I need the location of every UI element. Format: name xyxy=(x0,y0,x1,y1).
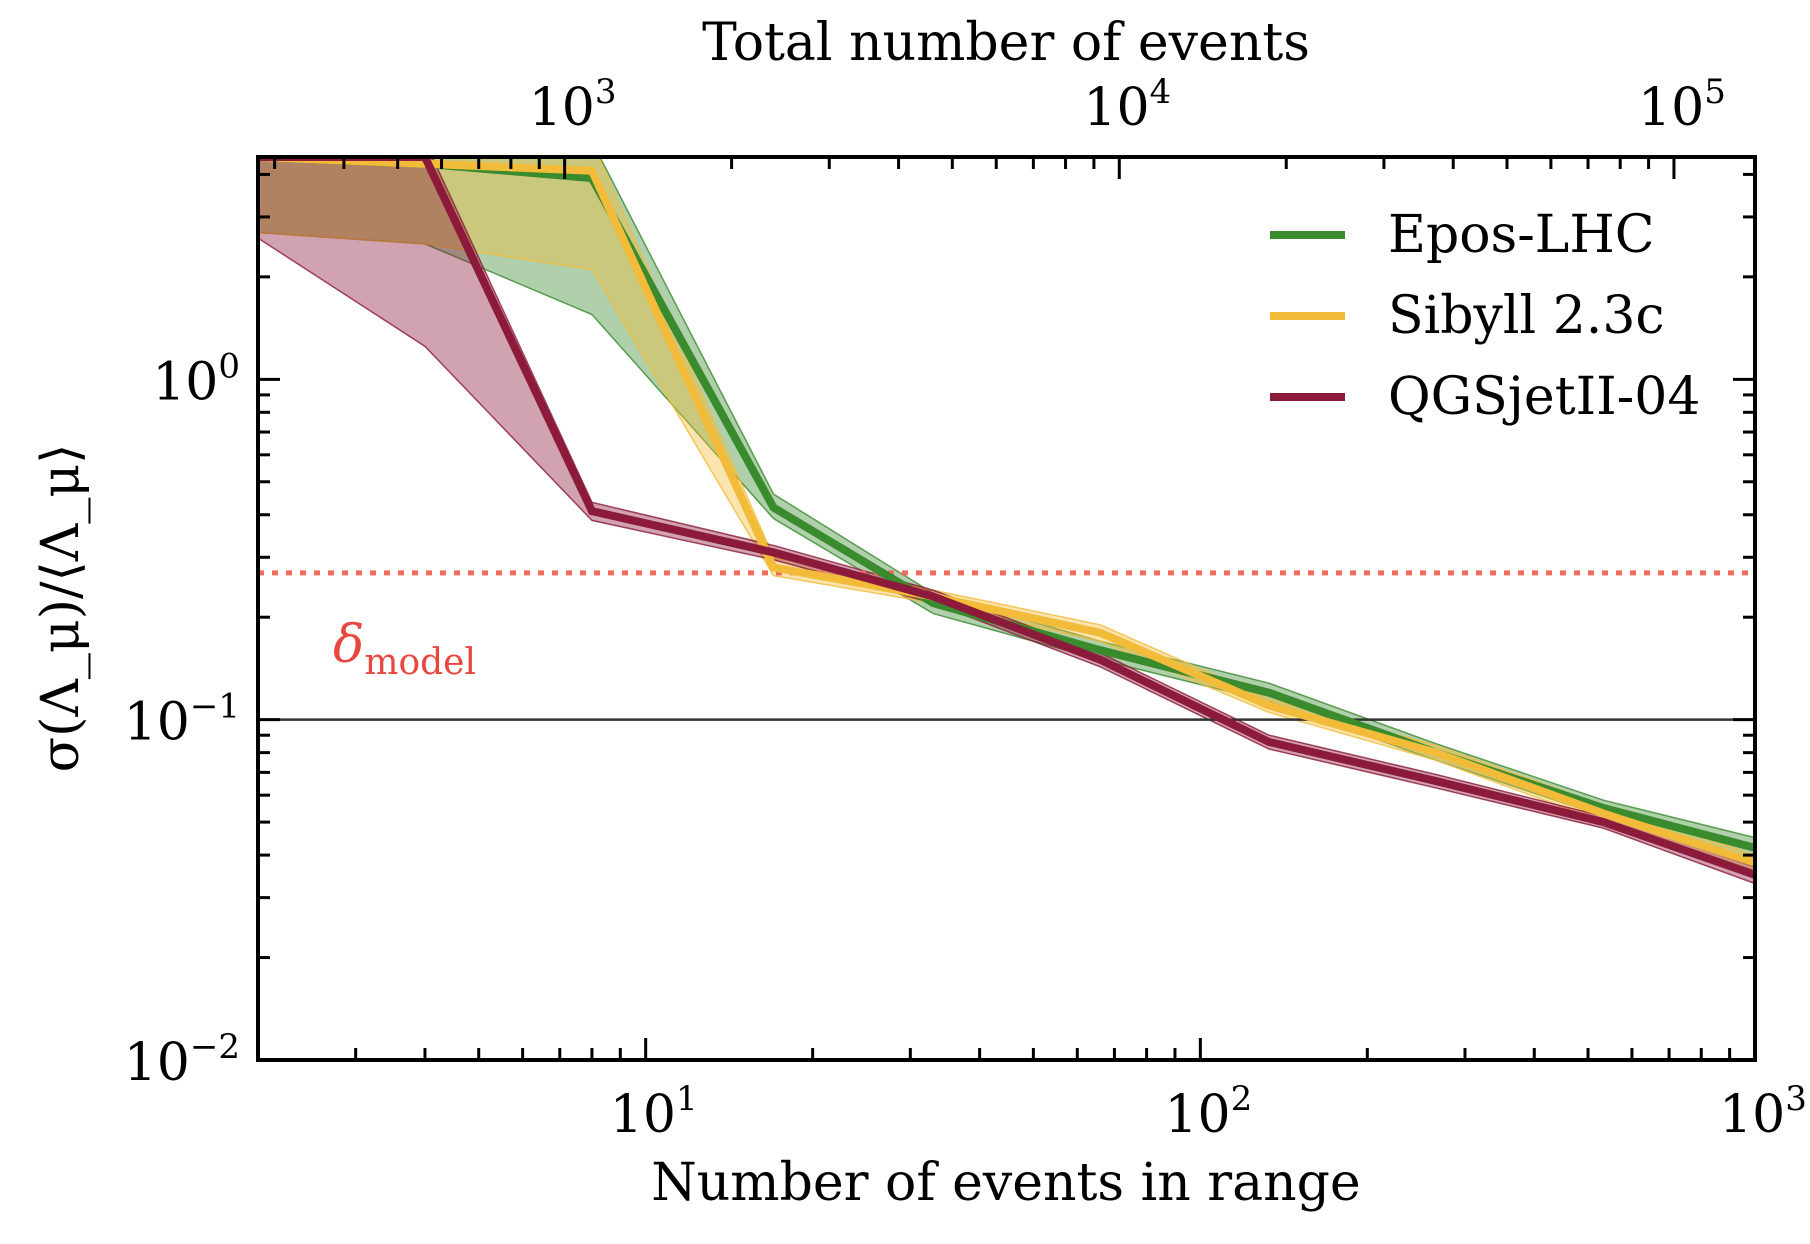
reference-lines xyxy=(258,570,1755,721)
x-tick-label: 103 xyxy=(1719,1079,1807,1145)
y-tick-label: 10−1 xyxy=(124,687,240,753)
x-tick-label: 101 xyxy=(610,1079,698,1145)
x-tick-label: 102 xyxy=(1164,1079,1252,1145)
top-x-tick-label: 103 xyxy=(529,72,617,138)
legend-entry-2: QGSjetII-04 xyxy=(1270,367,1700,427)
legend: Epos-LHC Sibyll 2.3c QGSjetII-04 xyxy=(1270,205,1700,427)
top-x-tick-label: 105 xyxy=(1638,72,1726,138)
y-tick-label: 100 xyxy=(152,346,240,412)
band-0 xyxy=(258,157,1755,860)
delta-symbol: δ xyxy=(333,615,364,675)
legend-entry-0: Epos-LHC xyxy=(1270,205,1654,265)
legend-label: Epos-LHC xyxy=(1388,205,1654,265)
series-lines xyxy=(258,157,1755,879)
delta-model-label: δmodel xyxy=(333,615,476,683)
plot-frame xyxy=(256,155,1757,1062)
legend-entry-1: Sibyll 2.3c xyxy=(1270,286,1665,346)
series-line-1 xyxy=(258,157,1755,867)
delta-subscript: model xyxy=(364,642,476,683)
tick-labels: 101 102 103 103 104 105 10−2 10−1 100 xyxy=(124,72,1807,1145)
x-axis-title: Number of events in range xyxy=(651,1153,1360,1213)
axis-ticks xyxy=(256,157,1757,1062)
top-axis-title: Total number of events xyxy=(702,13,1310,73)
band-2 xyxy=(258,157,1755,885)
y-tick-label: 10−2 xyxy=(124,1027,240,1093)
series-line-2 xyxy=(258,157,1755,879)
legend-label: QGSjetII-04 xyxy=(1388,367,1700,427)
y-axis-title: σ(Λ_μ)/⟨Λ_μ⟩ xyxy=(31,444,91,773)
top-x-tick-label: 104 xyxy=(1083,72,1171,138)
legend-label: Sibyll 2.3c xyxy=(1388,286,1665,346)
